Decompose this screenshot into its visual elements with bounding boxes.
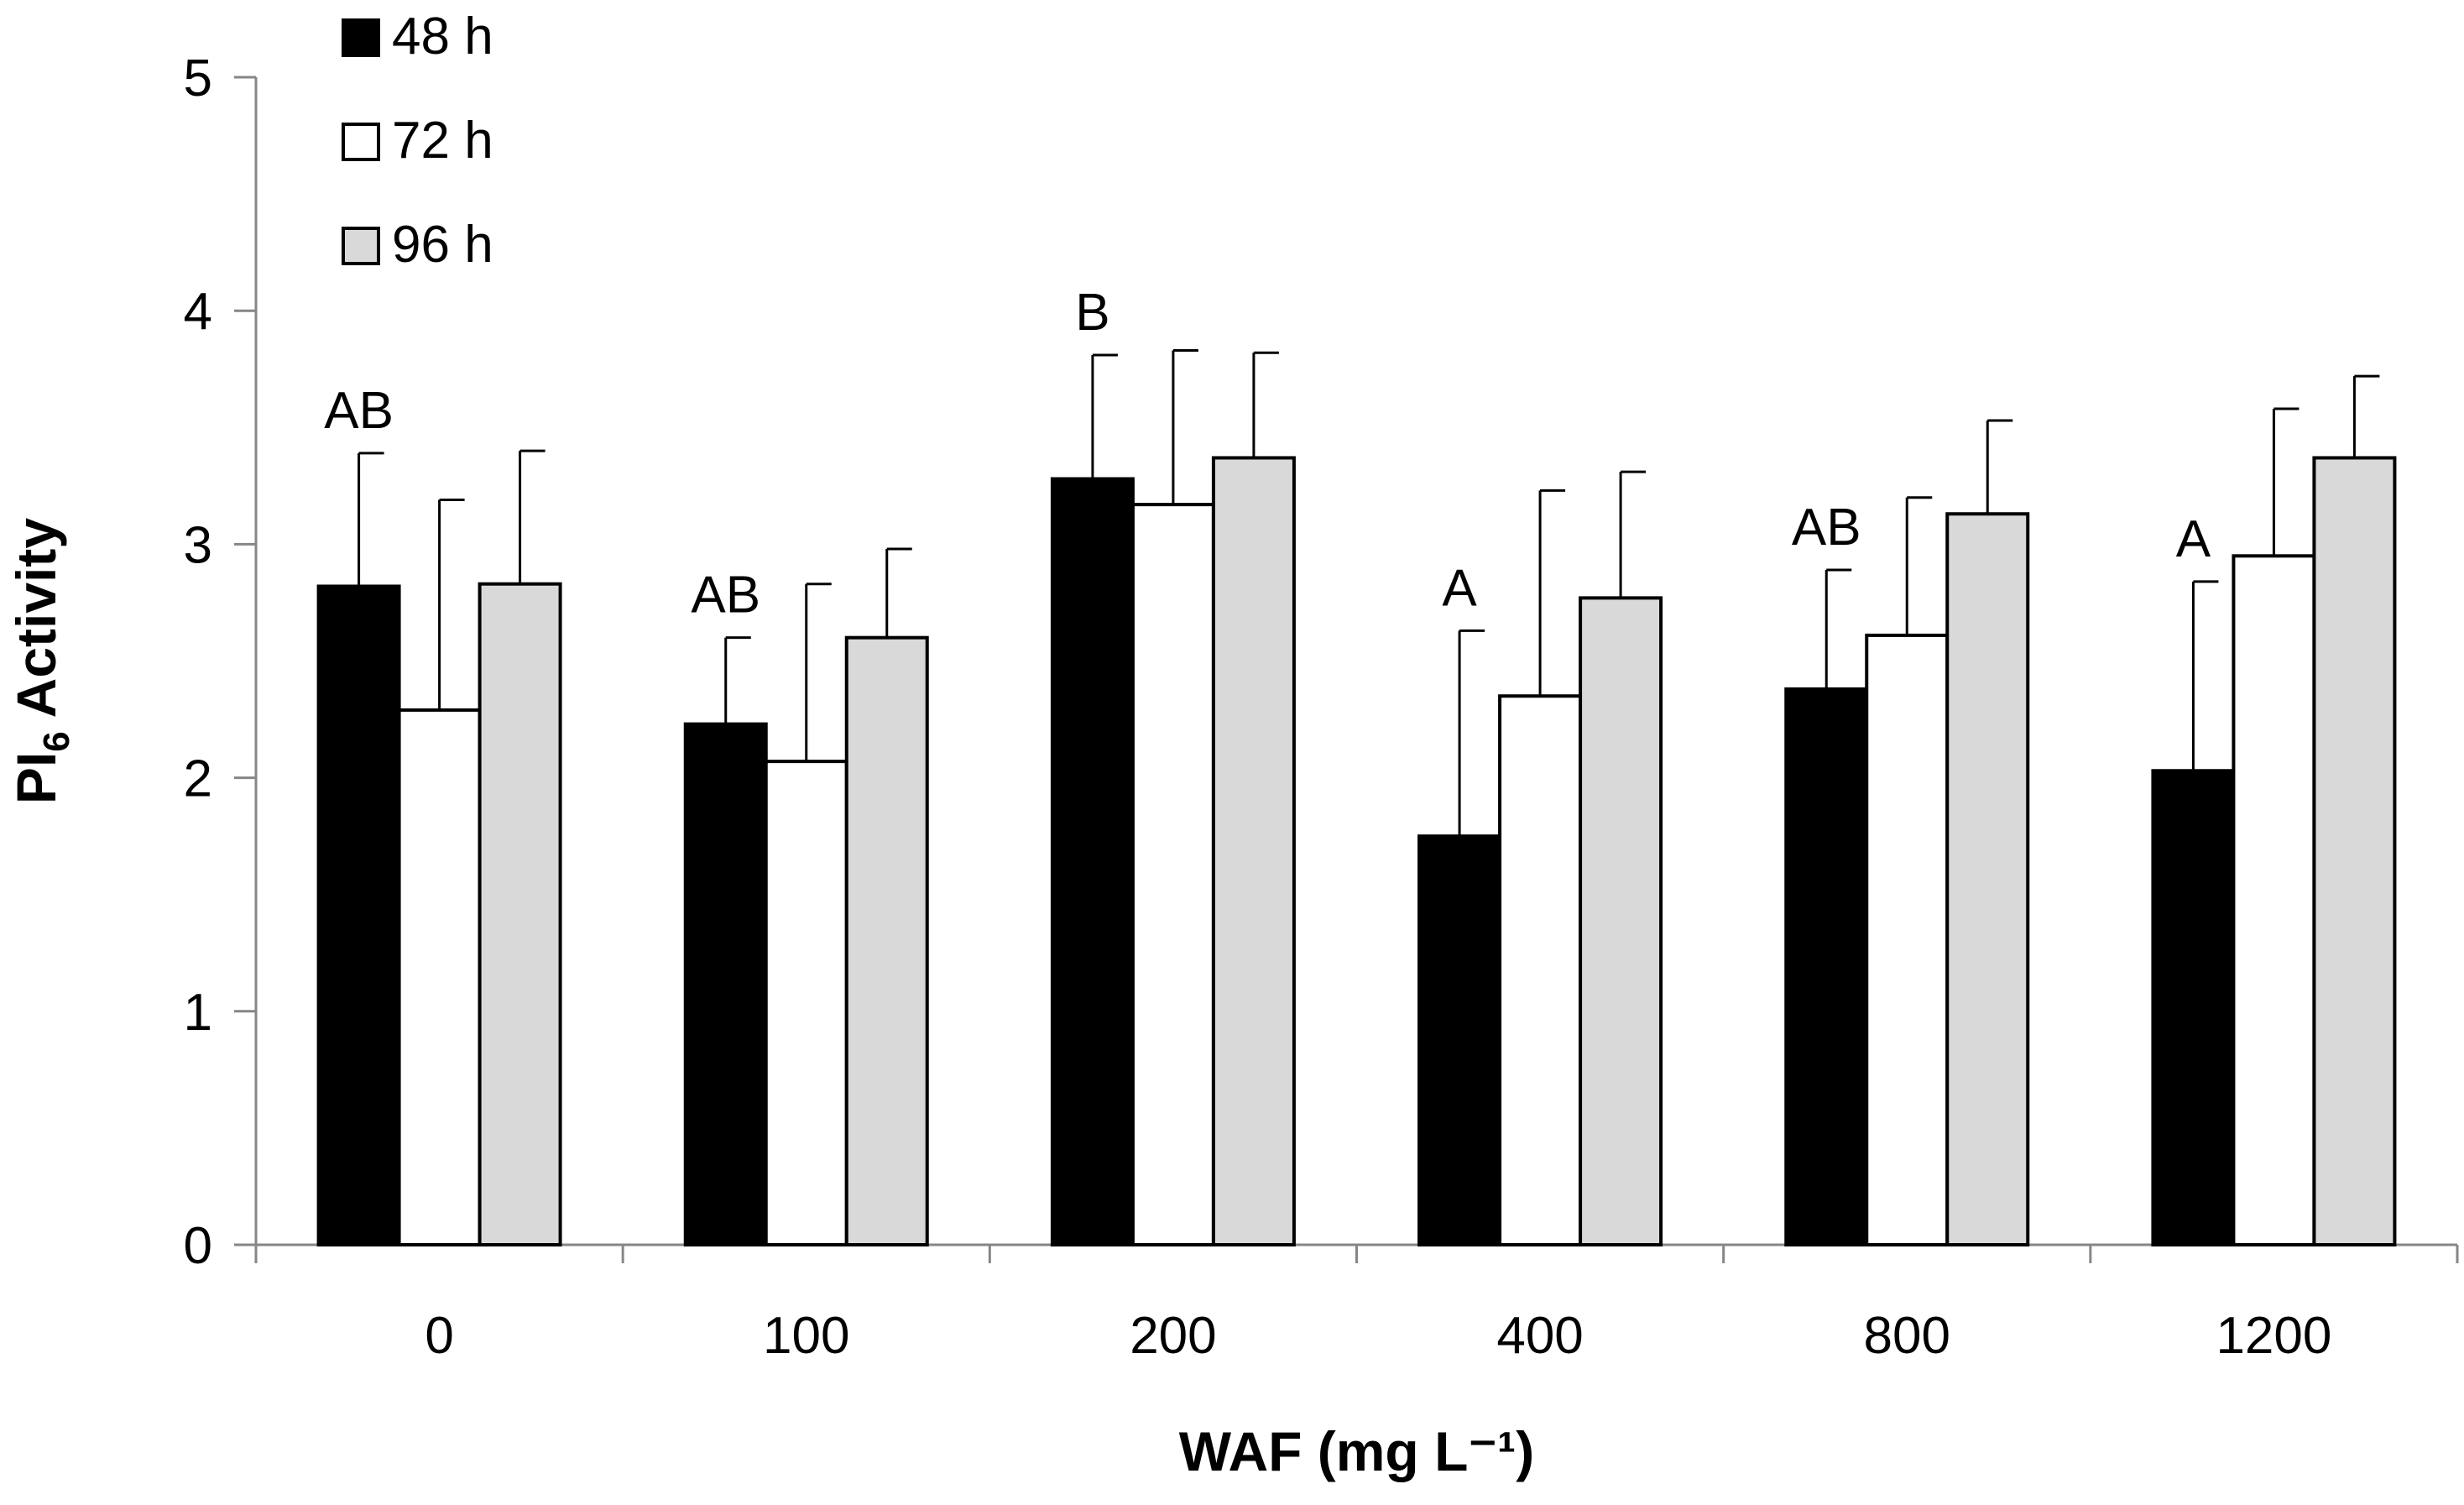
bar — [1211, 456, 1296, 1246]
bar — [764, 760, 848, 1246]
significance-label: A — [1442, 559, 1477, 617]
bar — [478, 582, 562, 1246]
legend-swatch — [342, 227, 380, 265]
bar — [2312, 456, 2397, 1246]
bar — [1417, 834, 1502, 1247]
x-axis-title: WAF (mg L⁻¹) — [1179, 1420, 1534, 1482]
bar — [1498, 694, 1583, 1246]
x-tick-label: 400 — [1496, 1307, 1583, 1365]
y-tick-label: 4 — [184, 283, 212, 341]
y-tick-label: 2 — [184, 750, 212, 808]
y-tick-label: 1 — [184, 984, 212, 1042]
y-axis-title-main: PI — [5, 752, 67, 804]
bar — [2232, 554, 2316, 1246]
axes: 0 1 2 3 4 5 0 100 200 400 800 1200 — [184, 50, 2459, 1365]
y-tick-label: 5 — [184, 50, 212, 107]
bar — [1865, 633, 1950, 1246]
labels: AB AB B A AB A WAF (mg L⁻¹) PI6 Activity — [5, 284, 2211, 1482]
x-tick-label: 100 — [763, 1307, 849, 1365]
bar — [1130, 503, 1215, 1246]
x-tick-label: 200 — [1130, 1307, 1216, 1365]
bar — [316, 584, 401, 1246]
y-tick-label: 0 — [184, 1217, 212, 1275]
significance-label: AB — [324, 382, 394, 440]
y-tick-label: 3 — [184, 516, 212, 574]
bar — [1579, 596, 1663, 1246]
bar — [1784, 687, 1869, 1246]
significance-label: AB — [691, 567, 760, 624]
bar — [1050, 477, 1135, 1246]
legend-swatch — [342, 123, 380, 161]
x-tick-label: 800 — [1864, 1307, 1950, 1365]
y-axis-title-rest: Activity — [5, 518, 67, 732]
y-axis-title: PI6 Activity — [5, 518, 77, 804]
significance-label: B — [1075, 284, 1109, 342]
bars — [316, 348, 2397, 1247]
bar — [397, 708, 482, 1246]
significance-label: A — [2176, 510, 2211, 568]
bar — [844, 635, 929, 1246]
legend-label: 48 h — [392, 8, 493, 65]
legend-label: 96 h — [392, 216, 493, 274]
legend-label: 72 h — [392, 112, 493, 170]
bar — [1945, 512, 2030, 1246]
legend: 48 h 72 h 96 h — [342, 8, 493, 274]
legend-swatch — [342, 18, 380, 57]
y-axis-title-subscript: 6 — [36, 731, 77, 751]
x-tick-label: 1200 — [2216, 1307, 2331, 1365]
significance-label: AB — [1792, 499, 1861, 557]
x-tick-label: 0 — [425, 1307, 453, 1365]
bar — [2151, 769, 2236, 1246]
bar — [683, 722, 768, 1246]
